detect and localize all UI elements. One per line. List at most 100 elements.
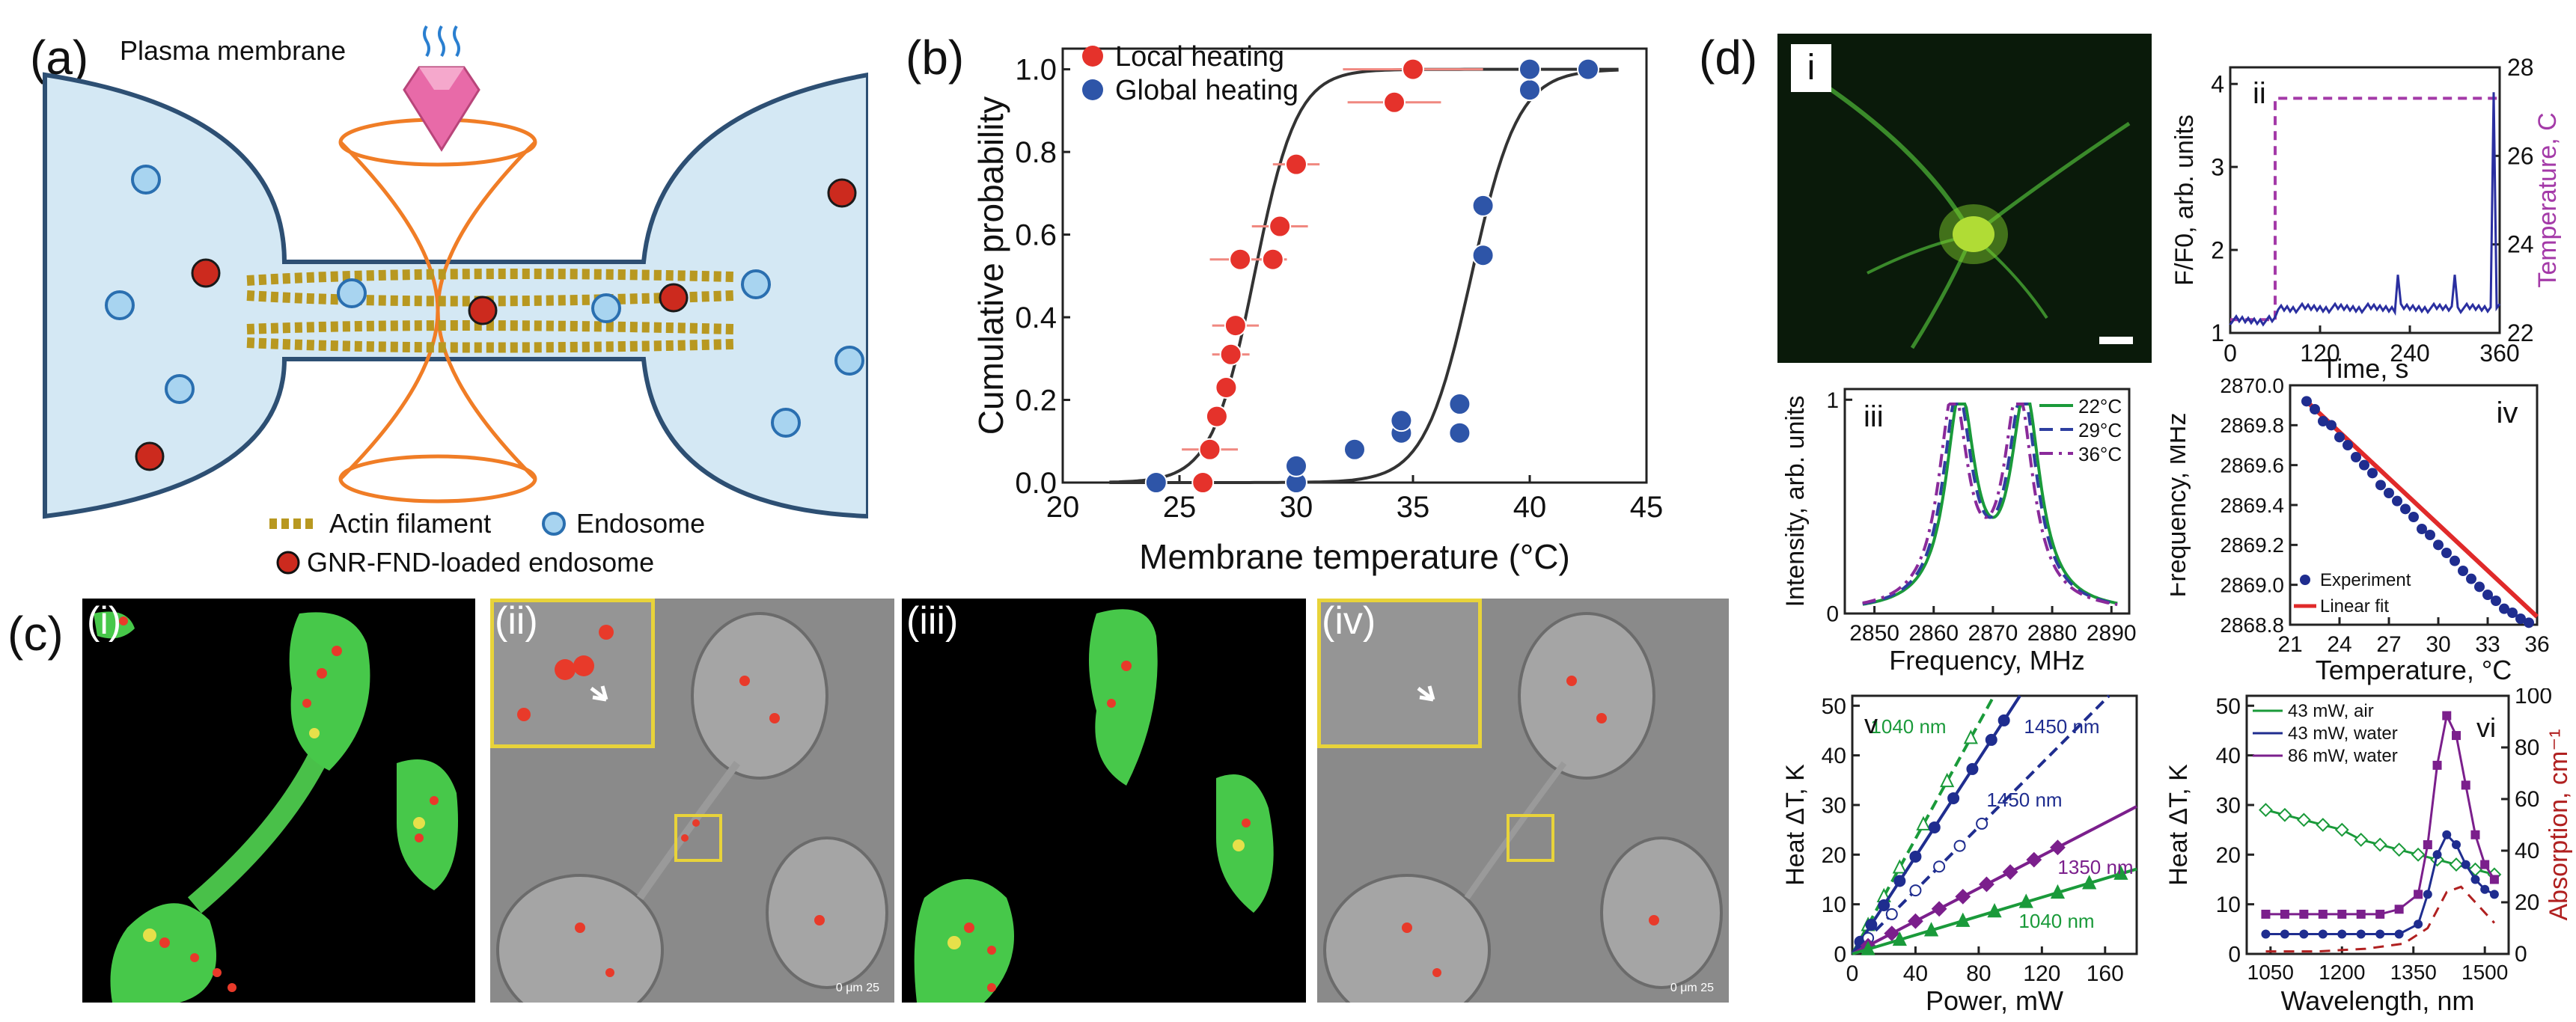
scale-text-c-iv: 0 μm 25 <box>1670 982 1714 994</box>
x-tick-label: 1350 <box>2390 961 2437 984</box>
y-tick-label: 0 <box>1826 602 1839 627</box>
data-point <box>2384 488 2394 498</box>
x-tick-label: 25 <box>1163 491 1197 524</box>
legend-label-0: 43 mW, air <box>2288 701 2374 721</box>
x-axis-label: Temperature, °C <box>2316 655 2512 685</box>
y-tick-label: 2 <box>2211 236 2224 263</box>
y-tick-label: 0.0 <box>1015 467 1057 500</box>
legend-actin-label: Actin filament <box>329 508 491 539</box>
data-point <box>2452 731 2461 741</box>
data-point <box>1908 913 1923 929</box>
data-point <box>2425 530 2435 540</box>
data-point <box>1191 471 1215 494</box>
sublabel-c-ii: (ii) <box>495 599 538 643</box>
x-tick-label: 27 <box>2376 632 2401 657</box>
data-point <box>2452 840 2461 850</box>
x-tick-label: 0 <box>1846 961 1859 986</box>
y-tick-label: 20 <box>1822 843 1846 868</box>
data-point <box>2433 539 2444 551</box>
data-point <box>2301 396 2312 407</box>
y-tick-label: 40 <box>1822 744 1846 768</box>
data-point <box>2318 929 2328 939</box>
data-point <box>1885 908 1898 920</box>
data-point <box>1928 821 1941 833</box>
data-point <box>1955 888 1971 905</box>
y2-tick-label: 80 <box>2515 735 2539 760</box>
data-point <box>2414 920 2423 929</box>
x-tick-label: 160 <box>2087 961 2124 986</box>
y-tick-label: 3 <box>2211 153 2224 180</box>
data-point <box>2375 909 2385 919</box>
data-point <box>2461 780 2470 790</box>
y-tick-label: 40 <box>2216 744 2241 768</box>
panel-d-label: (d) <box>1699 31 1758 85</box>
data-point <box>2499 603 2509 614</box>
sublabel-c-iii: (iii) <box>906 599 959 643</box>
data-point <box>2050 839 2066 856</box>
panel-c: (c) (i) (i <box>0 591 1736 1022</box>
data-point <box>1893 875 1906 887</box>
y2-tick-label: 24 <box>2507 231 2534 258</box>
fit-curve-0 <box>1109 67 1619 484</box>
data-point <box>1471 194 1495 217</box>
data-point <box>1963 729 1978 744</box>
fit-curve-1 <box>1109 68 1619 484</box>
sublabel-d-iv: iv <box>2497 397 2518 429</box>
data-point <box>2480 860 2490 869</box>
data-point <box>1285 153 1307 176</box>
y2-axis-label: Temperature, C <box>2533 112 2562 287</box>
chart-d-iv: 21 24 27 30 33 36 2868.8 2869.0 2869.2 2869.4 2869… <box>2170 374 2550 685</box>
panel-a: (a) <box>0 0 868 584</box>
data-point <box>1909 850 1922 863</box>
data-point <box>2337 929 2347 939</box>
plot-frame <box>1843 388 2131 615</box>
fluorescence-trace <box>2229 92 2501 327</box>
panel-d: (d) i 0 120 240 360 1 2 3 4 22 24 26 28 Time, s F/F0,… <box>1691 0 2576 1022</box>
data-point <box>2442 711 2452 720</box>
x-tick-label: 1050 <box>2247 961 2294 984</box>
x-axis-label: Time, s <box>2322 353 2409 382</box>
data-point <box>2432 850 2442 860</box>
data-point <box>2482 590 2493 600</box>
data-point <box>2334 432 2345 443</box>
chart-d-vi: 1050 1200 1350 1500 0 10 20 30 40 50 0 20 40 60 80 100 W… <box>2164 688 2573 1016</box>
data-point <box>1448 393 1471 416</box>
data-point <box>2354 832 2369 847</box>
data-point <box>1219 343 1242 366</box>
data-point <box>1947 792 1960 804</box>
data-point <box>1261 248 1284 271</box>
data-point <box>1577 58 1599 81</box>
x-tick-label: 120 <box>2300 340 2340 367</box>
y-tick-label: 30 <box>2216 793 2241 818</box>
legend-marker-local <box>1082 46 1103 67</box>
micrograph-d-i: i <box>1777 34 2152 363</box>
data-point <box>2458 566 2468 576</box>
plot-frame <box>2229 66 2501 334</box>
y2-tick-label: 60 <box>2515 787 2539 812</box>
y-tick-label: 1 <box>2211 319 2224 346</box>
inset-c-ii <box>490 599 655 748</box>
actin-filaments <box>246 269 734 353</box>
laser-cone-bottom <box>339 310 537 480</box>
legend-label-2: 86 mW, water <box>2288 746 2398 766</box>
annotation-1040: 1040 nm <box>2018 910 2094 932</box>
data-point <box>2356 909 2366 919</box>
data-point <box>2489 875 2499 884</box>
data-point <box>2423 890 2432 899</box>
micrograph-c-iv: (iv) 0 μm 25 <box>1317 599 1729 1003</box>
y-axis-label: Heat ΔT, K <box>2164 764 2193 886</box>
x-tick-label: 1200 <box>2319 961 2365 984</box>
data-point <box>2337 909 2347 919</box>
x-tick-label: 2880 <box>2027 621 2078 646</box>
y-axis-label: F/F0, arb. units <box>2170 114 2199 286</box>
plot-frame <box>1061 47 1648 484</box>
data-point <box>1448 421 1471 444</box>
data-point <box>2392 495 2402 507</box>
legend-loaded-swatch <box>276 551 300 575</box>
fit-line-3 <box>1852 805 2137 955</box>
data-point <box>2515 613 2526 624</box>
data-point <box>2524 617 2534 628</box>
micrograph-c-ii: (ii) 0 μm 25 <box>490 599 894 1003</box>
x-tick-label: 45 <box>1630 491 1664 524</box>
y-tick-label: 2868.8 <box>2220 613 2284 637</box>
